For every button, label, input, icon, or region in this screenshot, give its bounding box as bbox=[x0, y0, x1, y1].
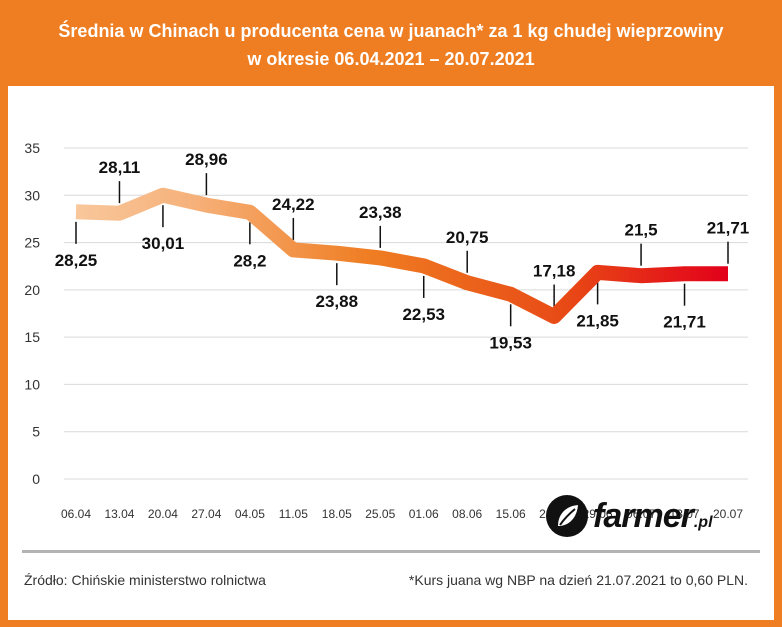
chart-panel: 0 5 10 15 20 25 30 35 06.04 13.04 20.04 27.04 04.05… bbox=[8, 86, 774, 620]
y-tick-label: 10 bbox=[24, 376, 40, 392]
data-label: 17,18 bbox=[533, 262, 576, 281]
data-label: 28,2 bbox=[233, 251, 266, 270]
gridlines bbox=[64, 147, 748, 480]
data-label: 23,38 bbox=[359, 203, 402, 222]
data-label: 28,25 bbox=[55, 251, 98, 270]
series-line bbox=[75, 187, 728, 324]
x-tick-label: 13.04 bbox=[104, 507, 134, 521]
data-label: 23,88 bbox=[316, 292, 359, 311]
x-tick-label: 01.06 bbox=[409, 507, 439, 521]
data-label: 20,75 bbox=[446, 228, 489, 247]
data-label: 21,71 bbox=[707, 219, 750, 238]
x-tick-label: 11.05 bbox=[279, 507, 308, 521]
price-series-line bbox=[75, 187, 728, 324]
x-tick-label: 06.04 bbox=[61, 507, 91, 521]
x-tick-label: 18.05 bbox=[322, 507, 352, 521]
data-label: 22,53 bbox=[402, 305, 445, 324]
y-tick-label: 15 bbox=[24, 329, 40, 345]
x-tick-label: 15.06 bbox=[496, 507, 526, 521]
y-axis-ticks: 0 5 10 15 20 25 30 35 bbox=[24, 140, 40, 487]
y-tick-label: 5 bbox=[32, 424, 40, 440]
currency-note: *Kurs juana wg NBP na dzień 21.07.2021 t… bbox=[408, 572, 748, 588]
data-label: 21,5 bbox=[625, 221, 658, 240]
x-tick-label: 20.07 bbox=[713, 507, 743, 521]
y-tick-label: 30 bbox=[24, 187, 40, 203]
leaf-icon bbox=[546, 495, 588, 537]
chart-title: Średnia w Chinach u producenta cena w ju… bbox=[0, 0, 782, 86]
data-labels: 28,25 28,11 30,01 28,96 28,2 24,22 23,88 23,38 2… bbox=[55, 150, 750, 352]
footer-divider bbox=[22, 550, 760, 553]
farmer-logo: farmer .pl bbox=[546, 493, 713, 539]
x-tick-label: 25.05 bbox=[365, 507, 395, 521]
data-label: 30,01 bbox=[142, 234, 185, 253]
source-text: Źródło: Chińskie ministerstwo rolnictwa bbox=[24, 572, 266, 588]
data-label: 19,53 bbox=[489, 333, 532, 352]
logo-word: farmer bbox=[593, 496, 694, 535]
x-tick-label: 20.04 bbox=[148, 507, 178, 521]
data-label: 24,22 bbox=[272, 195, 315, 214]
y-tick-label: 0 bbox=[32, 471, 40, 487]
y-tick-label: 35 bbox=[24, 140, 40, 156]
data-label: 28,11 bbox=[99, 158, 141, 177]
x-tick-label: 27.04 bbox=[191, 507, 221, 521]
y-tick-label: 20 bbox=[24, 282, 40, 298]
label-leaders bbox=[75, 173, 729, 327]
logo-suffix: .pl bbox=[693, 514, 713, 531]
data-label: 28,96 bbox=[185, 150, 228, 169]
y-tick-label: 25 bbox=[24, 235, 40, 251]
x-tick-label: 13.07 bbox=[670, 507, 700, 521]
title-line-2: w okresie 06.04.2021 – 20.07.2021 bbox=[247, 49, 535, 69]
x-tick-label: 06.07 bbox=[626, 507, 656, 521]
data-label: 21,71 bbox=[663, 313, 706, 332]
x-tick-label: 04.05 bbox=[235, 507, 265, 521]
x-tick-label: 08.06 bbox=[452, 507, 482, 521]
title-line-1: Średnia w Chinach u producenta cena w ju… bbox=[58, 21, 724, 41]
x-tick-label: 29.06 bbox=[583, 507, 613, 521]
line-chart: 0 5 10 15 20 25 30 35 06.04 13.04 20.04 27.04 04.05… bbox=[24, 140, 750, 521]
data-label: 21,85 bbox=[576, 311, 619, 330]
